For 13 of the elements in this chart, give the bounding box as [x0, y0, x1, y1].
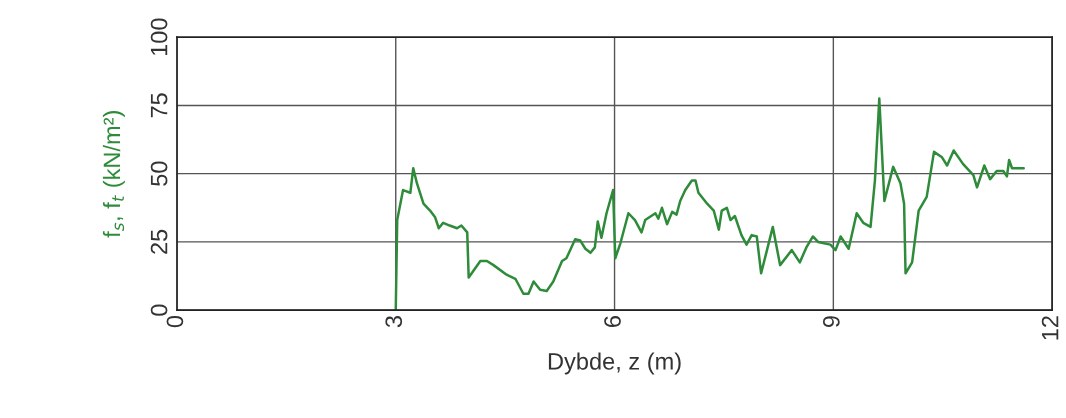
y-tick-label: 0: [150, 304, 168, 316]
y-tick-label: 50: [150, 161, 168, 186]
y-tick-label: 100: [150, 18, 168, 56]
x-tick-label: 12: [1041, 316, 1059, 340]
y-tick-label: 75: [150, 93, 168, 118]
y-tick-label: 25: [150, 229, 168, 254]
x-tick-label: 0: [166, 315, 184, 328]
x-tick-label: 9: [822, 316, 840, 328]
x-tick-label: 3: [385, 316, 403, 328]
y-axis-title: f$_{s}$, f$_{t}$ (kN/m²): [102, 111, 125, 238]
x-axis-title: Dybde, z (m): [548, 352, 681, 375]
x-tick-label: 6: [604, 316, 621, 327]
line-series: [394, 97, 1025, 311]
